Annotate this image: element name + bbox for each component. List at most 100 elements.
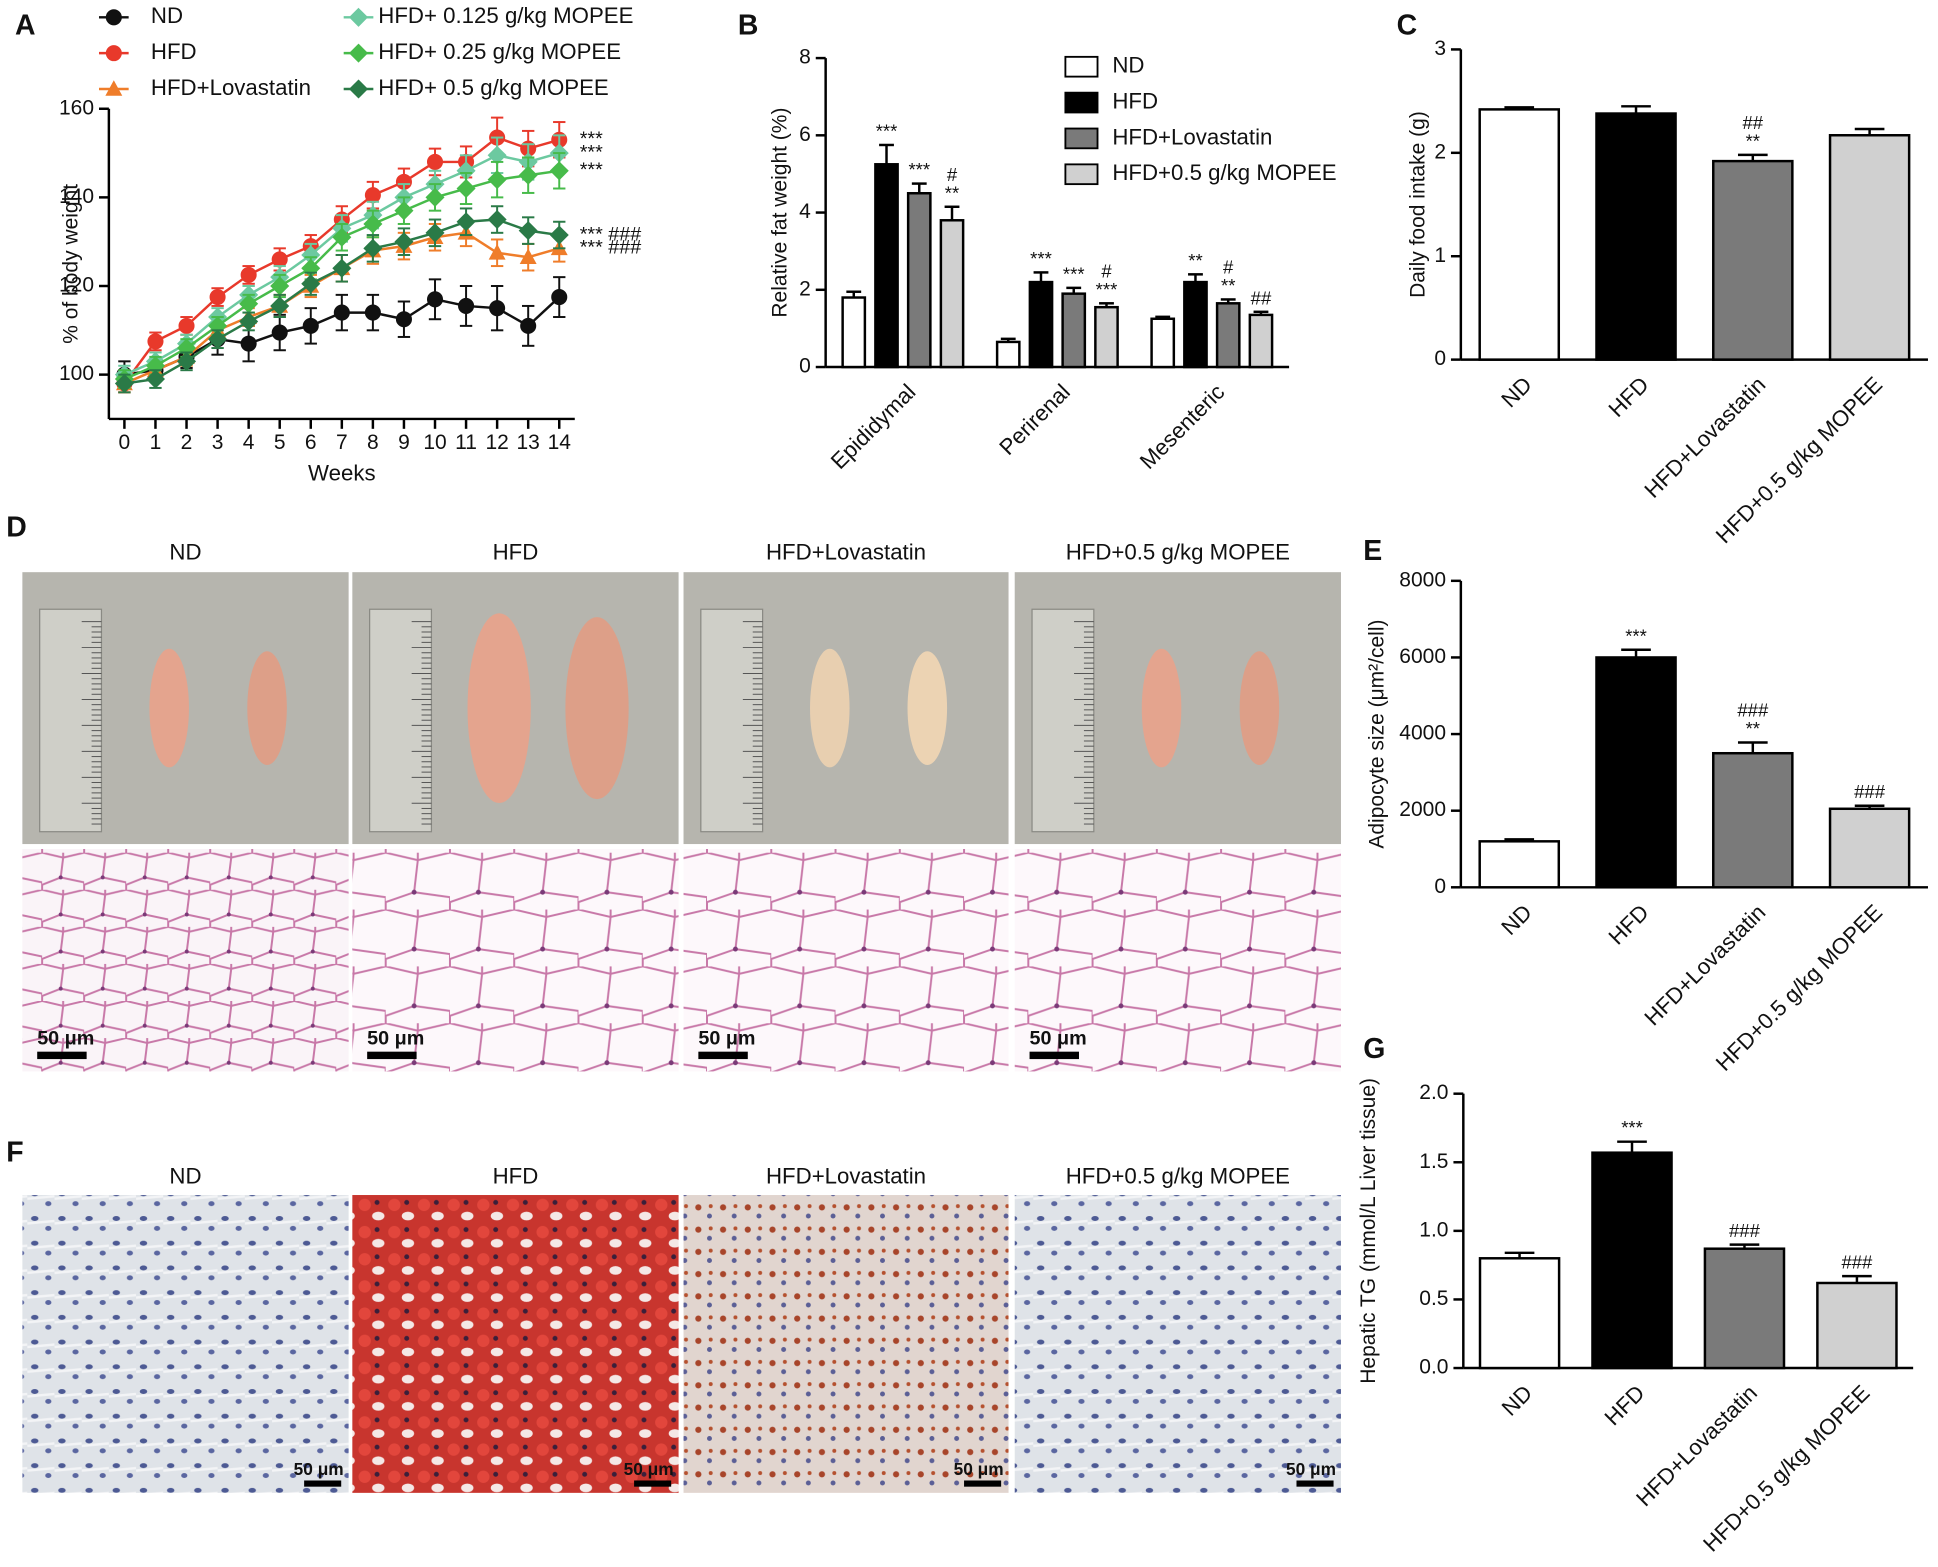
bar (1478, 840, 1561, 889)
x-tick-label: 0 (119, 431, 131, 454)
liver-photo (1014, 1195, 1341, 1493)
legend-swatch (1064, 55, 1099, 78)
bar (1828, 134, 1911, 361)
bar (1816, 1281, 1898, 1370)
panel-label: G (1363, 1033, 1385, 1065)
y-tick-label: 0.0 (1419, 1356, 1448, 1379)
y-tick-label: 1.0 (1419, 1218, 1448, 1241)
scale-bar (304, 1480, 342, 1487)
bar (1712, 159, 1794, 361)
significance-label: ** (945, 182, 959, 203)
photo-title: HFD (493, 540, 539, 565)
bar (1712, 751, 1794, 889)
y-axis-label: Relative fat weight (%) (769, 108, 792, 318)
scale-bar-label: 50 μm (698, 1028, 755, 1050)
x-tick-label: 4 (243, 431, 255, 454)
scale-bar-label: 50 μm (37, 1028, 94, 1050)
panel-label: D (6, 511, 27, 543)
y-axis-label: Hepatic TG (mmol/L Liver tissue) (1357, 1078, 1380, 1384)
bar (874, 163, 899, 369)
legend-label: ND (1112, 53, 1144, 78)
point (348, 43, 369, 63)
significance-label: *** (908, 159, 930, 180)
histology-photo (22, 848, 349, 1072)
legend-label: HFD+Lovastatin (1112, 124, 1272, 149)
bar (1478, 1257, 1561, 1370)
point (209, 289, 226, 306)
x-tick-label: ND (1497, 1380, 1537, 1420)
bar (906, 192, 932, 369)
significance-label: ### (1737, 699, 1769, 720)
significance-label: *** (1096, 279, 1118, 300)
x-axis-label: Weeks (308, 460, 376, 485)
point (458, 297, 475, 314)
point (518, 165, 538, 185)
x-tick-label: HFD (1604, 900, 1654, 950)
point (364, 304, 381, 321)
legend-label: HFD+ 0.125 g/kg MOPEE (378, 3, 633, 28)
panel-label: C (1397, 10, 1418, 42)
liver-photo (352, 1195, 679, 1493)
x-tick-label: HFD+Lovastatin (1640, 900, 1771, 1031)
significance-label: *** (876, 121, 898, 142)
x-tick-label: 11 (455, 431, 477, 454)
legend-label: HFD+0.5 g/kg MOPEE (1112, 160, 1336, 185)
bar (1703, 1247, 1786, 1370)
x-tick-label: 3 (212, 431, 224, 454)
scale-bar-label: 50 μm (1286, 1459, 1336, 1479)
legend-label: HFD+ 0.5 g/kg MOPEE (378, 75, 608, 100)
significance-label: ## (1251, 287, 1272, 308)
bar (1478, 108, 1561, 361)
x-tick-label: HFD+Lovastatin (1640, 372, 1771, 503)
significance-label: *** (580, 159, 603, 181)
histology-photo (1014, 848, 1341, 1072)
point (271, 251, 288, 268)
bar (1595, 656, 1677, 889)
x-tick-label: HFD (1604, 372, 1654, 422)
fat-pad (907, 651, 948, 765)
point (364, 187, 381, 204)
x-tick-label: 12 (485, 431, 508, 454)
significance-label: # (1101, 260, 1112, 281)
x-tick-label: 14 (548, 431, 572, 454)
point (332, 258, 352, 278)
y-tick-label: 1 (1434, 244, 1446, 267)
point (518, 221, 538, 241)
y-tick-label: 6 (799, 123, 811, 146)
point (549, 225, 569, 245)
point (270, 296, 290, 316)
point (487, 210, 507, 230)
photo-title: ND (169, 540, 201, 565)
scale-bar (37, 1051, 87, 1060)
photo-title: ND (169, 1164, 201, 1189)
point (301, 274, 321, 294)
scale-bar-label: 50 μm (1030, 1028, 1087, 1050)
bar (1150, 317, 1176, 369)
x-tick-label: 13 (517, 431, 540, 454)
bar (939, 219, 965, 369)
y-tick-label: 140 (59, 185, 94, 208)
significance-label: ### (1729, 1220, 1761, 1241)
point (302, 317, 319, 334)
point (332, 227, 352, 247)
ruler (700, 608, 764, 833)
panel-label: E (1363, 535, 1382, 567)
point (456, 212, 476, 232)
x-tick-label: 5 (274, 431, 286, 454)
y-tick-label: 2 (799, 277, 811, 300)
significance-label: ** (1221, 275, 1235, 296)
x-tick-label: 1 (150, 431, 162, 454)
y-tick-label: 4 (799, 200, 811, 223)
significance-label: ** (1746, 130, 1760, 151)
legend-label: HFD (1112, 88, 1158, 113)
fat-pad (1239, 651, 1280, 765)
legend-label: HFD+Lovastatin (151, 75, 311, 100)
y-axis-label: Adipocyte size (μm²/cell) (1366, 619, 1389, 848)
point (208, 329, 228, 349)
significance-label: ## (1743, 112, 1764, 133)
point (489, 300, 506, 317)
point (426, 291, 444, 308)
x-tick-label: Epididymal (826, 379, 921, 474)
significance-label: *** (1030, 248, 1052, 269)
x-tick-label: 9 (398, 431, 410, 454)
